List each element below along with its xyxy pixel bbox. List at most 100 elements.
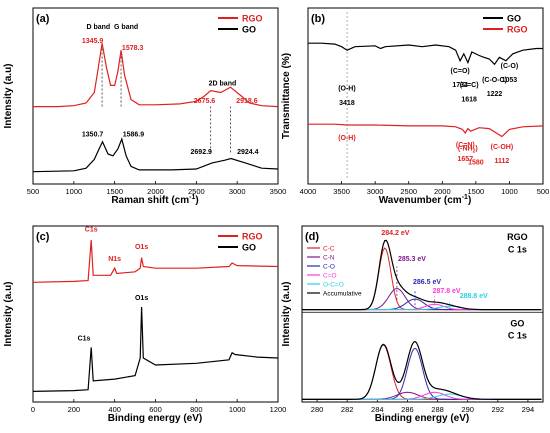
y-axis-label: Intensity (a.u) — [281, 281, 292, 346]
annotation: (C=N) — [456, 142, 475, 149]
series-line-go — [32, 137, 279, 173]
annotation: 1578.3 — [122, 45, 144, 52]
x-tick-label: 1200 — [270, 405, 287, 414]
legend-label: GO — [242, 243, 256, 253]
x-tick-label: 290 — [461, 405, 474, 414]
x-tick-label: 1000 — [65, 187, 82, 196]
annotation: (C=C) — [460, 82, 479, 89]
panel-4: 280 282 284 286 288 290 292 294 Binding energy (… — [281, 225, 544, 424]
x-tick-label: 500 — [537, 187, 550, 196]
annotation: 1618 — [461, 96, 477, 103]
annotation: 2D band — [209, 80, 237, 87]
panel-label: (a) — [36, 13, 50, 25]
fit-component-co — [302, 347, 542, 400]
legend-label: GO — [507, 14, 521, 24]
legend-label: RGO — [242, 14, 263, 24]
x-axis-label-unit: (cm — [441, 195, 462, 206]
legend-label: C-O — [323, 264, 335, 271]
x-axis-label: Binding energy (eV) — [375, 413, 469, 424]
x-tick-label: 500 — [27, 187, 40, 196]
annotation: 2692.9 — [191, 149, 213, 156]
panel-sample-label: C 1s — [508, 244, 527, 254]
annotation: (C-OH) — [491, 144, 514, 151]
series-line-rgo — [308, 123, 544, 138]
x-tick-label: 2500 — [400, 187, 417, 196]
x-tick-label: 1000 — [229, 405, 246, 414]
x-tick-label: 2500 — [188, 187, 205, 196]
annotation-part: (-NH — [458, 146, 473, 153]
x-tick-label: 0 — [31, 405, 35, 414]
annotation: 284.2 eV — [381, 230, 409, 237]
panel-sample-label: RGO — [507, 232, 528, 242]
x-tick-label: 280 — [311, 405, 324, 414]
annotation: 288.8 eV — [460, 293, 488, 300]
annotation: 1580 — [468, 160, 484, 167]
annotation: 1586.9 — [123, 131, 145, 138]
legend-label: RGO — [242, 232, 263, 242]
x-axis-label-end: ) — [468, 195, 471, 206]
annotation: (O-H) — [338, 86, 356, 93]
panel-sample-label: GO — [510, 318, 524, 328]
series-line-go — [32, 306, 279, 392]
x-axis-label: Wavenumber (cm-1) — [379, 194, 472, 206]
y-axis-label: Intensity (a.u) — [3, 281, 14, 346]
x-axis-label: Raman shift (cm-1) — [111, 194, 198, 206]
x-tick-label: 1000 — [501, 187, 518, 196]
x-tick-label: 4000 — [300, 187, 317, 196]
series-line-rgo — [33, 43, 279, 108]
x-axis-label-sup: -1 — [462, 194, 468, 201]
x-tick-label: 600 — [149, 405, 162, 414]
x-tick-label: 2000 — [434, 187, 451, 196]
annotation: 1112 — [495, 158, 510, 165]
legend-label: Accumulative — [323, 291, 362, 298]
annotation: (-NH2) — [458, 146, 478, 155]
panel-label: (b) — [311, 13, 325, 25]
x-tick-label: 3500 — [270, 187, 287, 196]
x-tick-label: 2000 — [147, 187, 164, 196]
x-axis-label: Binding energy (eV) — [108, 413, 202, 424]
legend-label: O-C=O — [323, 282, 344, 289]
panel-1: 500 1000 1500 2000 2500 3000 3500 Raman shift (… — [3, 7, 287, 206]
annotation-sub: 2 — [473, 149, 476, 155]
annotation: 2675.6 — [194, 98, 216, 105]
annotation: N1s — [108, 256, 121, 263]
x-tick-label: 3000 — [229, 187, 246, 196]
panel-label: (c) — [36, 231, 50, 243]
panel-2: 4000 3500 3000 2500 2000 1500 1000 500 Wavenumbe… — [281, 7, 550, 206]
x-tick-label: 3000 — [367, 187, 384, 196]
annotation: 285.3 eV — [398, 256, 426, 263]
x-tick-label: 800 — [190, 405, 203, 414]
legend-label: C=O — [323, 273, 337, 280]
annotation: 287.8 eV — [433, 288, 461, 295]
x-tick-label: 1500 — [106, 187, 123, 196]
annotation: 1350.7 — [82, 131, 104, 138]
series-line-rgo — [32, 240, 279, 283]
y-axis-label: Intensity (a.u) — [3, 63, 14, 128]
annotation: 1657 — [458, 156, 474, 163]
annotation: G band — [114, 24, 138, 31]
x-axis-label-sup: -1 — [189, 194, 195, 201]
x-tick-label: 1500 — [468, 187, 485, 196]
annotation-part: ) — [475, 146, 477, 153]
annotation: 1053 — [502, 77, 518, 84]
annotation: O1s — [135, 295, 148, 302]
fit-accumulative — [302, 340, 542, 400]
x-tick-label: 286 — [401, 405, 414, 414]
annotation: 2924.4 — [237, 149, 259, 156]
x-tick-label: 200 — [68, 405, 81, 414]
legend-label: GO — [242, 25, 256, 35]
plot-frame — [301, 225, 544, 403]
panel-3: 0 200 400 600 800 1000 1200 Binding energy (eV)… — [3, 225, 287, 424]
series-line-go — [308, 42, 543, 66]
fit-component-co — [302, 303, 542, 311]
x-tick-label: 292 — [492, 405, 505, 414]
y-axis-label: Transmittance (%) — [281, 53, 292, 139]
fit-component-co — [302, 391, 542, 400]
annotation: 1345.9 — [82, 38, 104, 45]
panel-sample-label: C 1s — [508, 331, 527, 341]
annotation: C1s — [78, 335, 91, 342]
annotation: D band — [86, 24, 110, 31]
x-tick-label: 3500 — [333, 187, 350, 196]
panel-label: (d) — [305, 231, 319, 243]
legend-label: RGO — [507, 25, 528, 35]
